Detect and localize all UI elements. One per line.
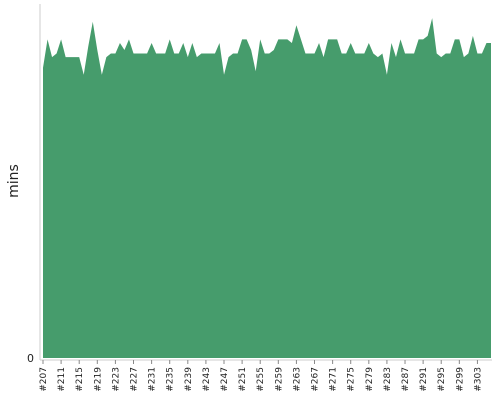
x-tick-label: #263	[292, 367, 302, 392]
plot-area	[43, 18, 491, 358]
x-tick-label: #271	[329, 367, 339, 392]
x-tick-label: #211	[57, 367, 67, 392]
x-tick-label: #303	[473, 367, 483, 392]
x-tick-label: #251	[238, 367, 248, 392]
x-tick-label: #243	[202, 367, 212, 392]
x-tick-label: #227	[130, 367, 140, 392]
x-tick-label: #275	[347, 367, 357, 392]
x-tick-label: #231	[148, 367, 158, 392]
x-tick-label: #279	[365, 367, 375, 392]
x-tick-label: #287	[401, 367, 411, 392]
x-tick-label: #219	[93, 367, 103, 392]
y-axis-ticks: 0	[27, 352, 34, 365]
x-tick-label: #239	[184, 367, 194, 392]
x-tick-label: #223	[111, 367, 121, 392]
x-tick-label: #299	[455, 367, 465, 392]
x-tick-label: #283	[383, 367, 393, 392]
series-area	[43, 18, 491, 358]
x-tick-label: #267	[311, 367, 321, 392]
x-tick-label: #295	[437, 367, 447, 392]
y-axis-label: mins	[6, 164, 22, 198]
x-axis-ticks: #207 #211 #215 #219 #223 #227 #231 #235 #239 #243…	[39, 360, 483, 392]
x-tick-label: #259	[274, 367, 284, 392]
x-tick-label: #291	[419, 367, 429, 392]
x-tick-label: #247	[220, 367, 230, 392]
x-tick-label: #215	[75, 367, 85, 392]
y-tick-label: 0	[27, 352, 34, 365]
x-tick-label: #235	[166, 367, 176, 392]
x-tick-label: #207	[39, 367, 49, 392]
x-tick-label: #255	[256, 367, 266, 392]
